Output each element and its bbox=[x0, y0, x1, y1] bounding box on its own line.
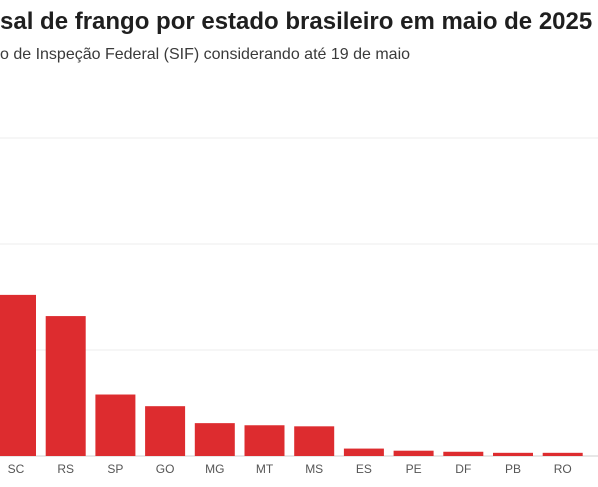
x-tick-label-pb: PB bbox=[505, 462, 521, 476]
bar-mg bbox=[194, 423, 235, 456]
bar-mt bbox=[244, 425, 285, 456]
gridlines bbox=[0, 137, 598, 457]
bar-rs bbox=[45, 316, 86, 456]
x-tick-label-sc: SC bbox=[8, 462, 25, 476]
x-tick-label-rs: RS bbox=[57, 462, 74, 476]
x-tick-label-ro: RO bbox=[554, 462, 572, 476]
x-tick-label-ms: MS bbox=[305, 462, 323, 476]
bar-sc bbox=[0, 294, 36, 456]
x-tick-label-mt: MT bbox=[256, 462, 274, 476]
bar-sp bbox=[95, 394, 136, 456]
bar-go bbox=[145, 406, 186, 456]
x-tick-label-sp: SP bbox=[107, 462, 123, 476]
bar-df bbox=[443, 451, 484, 456]
chart-title: sal de frango por estado brasileiro em m… bbox=[0, 8, 593, 35]
x-tick-label-df: DF bbox=[455, 462, 471, 476]
x-tick-label-go: GO bbox=[156, 462, 175, 476]
chart-subtitle: o de Inspeção Federal (SIF) considerando… bbox=[0, 46, 411, 63]
x-tick-label-mg: MG bbox=[205, 462, 224, 476]
bar-pe bbox=[393, 450, 434, 456]
bar-ms bbox=[294, 426, 335, 456]
x-tick-label-es: ES bbox=[356, 462, 372, 476]
bar-es bbox=[343, 448, 384, 456]
bar-pb bbox=[493, 452, 533, 456]
bars bbox=[0, 294, 583, 456]
bar-ro bbox=[542, 452, 583, 456]
x-tick-labels: SC RS SP GO MG MT MS ES PE DF PB RO bbox=[8, 462, 572, 476]
x-tick-label-pe: PE bbox=[406, 462, 422, 476]
